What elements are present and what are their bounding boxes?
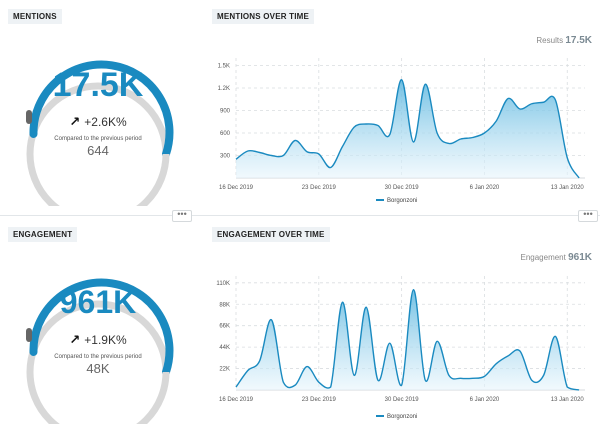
metric-value: 17.5K bbox=[565, 35, 592, 46]
x-tick-label: 13 Jan 2020 bbox=[551, 185, 585, 191]
legend-swatch bbox=[376, 415, 384, 418]
gauge-progress-arc bbox=[29, 278, 174, 376]
engagement-gauge bbox=[26, 278, 174, 424]
engagement-delta-text: +1.9K% bbox=[84, 333, 127, 347]
series-line bbox=[235, 79, 580, 179]
series-area bbox=[236, 79, 580, 178]
engagement-label: ENGAGEMENT bbox=[8, 227, 78, 242]
x-tick-label: 13 Jan 2020 bbox=[551, 397, 585, 403]
gauge-marker bbox=[26, 110, 32, 124]
y-tick-label: 900 bbox=[220, 109, 231, 115]
more-options-button[interactable]: ••• bbox=[172, 210, 192, 222]
legend-label: Borgonzoni bbox=[387, 414, 418, 420]
y-tick-label: 110K bbox=[216, 281, 230, 287]
arrow-up-right-icon: ↗ bbox=[69, 114, 81, 129]
x-tick-label: 30 Dec 2019 bbox=[385, 397, 420, 403]
mentions-label: MENTIONS bbox=[8, 9, 62, 24]
mentions-legend: Borgonzoni bbox=[376, 198, 417, 204]
row-divider bbox=[0, 215, 600, 216]
mentions-delta-text: +2.6K% bbox=[84, 115, 127, 129]
y-tick-label: 1.2K bbox=[218, 86, 230, 92]
x-tick-label: 23 Dec 2019 bbox=[302, 185, 337, 191]
series-line bbox=[235, 288, 580, 391]
x-tick-label: 16 Dec 2019 bbox=[219, 397, 254, 403]
mentions-value: 17.5K bbox=[52, 66, 144, 104]
x-tick-label: 6 Jan 2020 bbox=[470, 185, 500, 191]
engagement-value: 961K bbox=[59, 284, 137, 320]
engagement-metric-readout: Engagement 961K bbox=[470, 252, 592, 263]
legend-label: Borgonzoni bbox=[387, 198, 418, 204]
gauge-progress-arc bbox=[29, 60, 174, 158]
metric-name: Engagement bbox=[520, 253, 566, 262]
gauge-track-lower bbox=[26, 371, 170, 424]
mentions-compare-text: Compared to the previous period bbox=[54, 136, 142, 142]
gauge-track-lower bbox=[26, 153, 170, 206]
engagement-previous-value: 48K bbox=[86, 361, 110, 376]
gauge-marker bbox=[26, 328, 32, 342]
y-tick-label: 300 bbox=[220, 154, 231, 160]
more-options-button[interactable]: ••• bbox=[578, 210, 598, 222]
mentions-delta: ↗ +2.6K% bbox=[0, 114, 196, 130]
y-tick-label: 22K bbox=[219, 367, 230, 373]
engagement-over-time-label: ENGAGEMENT OVER TIME bbox=[212, 227, 330, 242]
arrow-up-right-icon: ↗ bbox=[69, 332, 81, 347]
y-tick-label: 88K bbox=[219, 302, 230, 308]
y-tick-label: 1.5K bbox=[218, 64, 230, 70]
mentions-previous-value: 644 bbox=[87, 143, 109, 158]
legend-swatch bbox=[376, 199, 384, 202]
engagement-over-time-chart: 22K 44K 66K 88K 110K 16 Dec 2019 23 Dec 2019 30… bbox=[216, 276, 585, 403]
mentions-gauge bbox=[26, 60, 174, 206]
y-tick-label: 66K bbox=[219, 324, 230, 330]
mentions-over-time-chart: 300 600 900 1.2K 1.5K 16 Dec 2019 23 Dec 2019 3… bbox=[218, 58, 585, 191]
x-tick-label: 23 Dec 2019 bbox=[302, 397, 337, 403]
metric-name: Results bbox=[536, 36, 564, 45]
x-tick-label: 6 Jan 2020 bbox=[470, 397, 500, 403]
x-tick-label: 30 Dec 2019 bbox=[385, 185, 420, 191]
mentions-metric-readout: Results 17.5K bbox=[480, 35, 592, 46]
engagement-compare-text: Compared to the previous period bbox=[54, 354, 142, 360]
engagement-delta: ↗ +1.9K% bbox=[0, 332, 196, 348]
y-tick-label: 44K bbox=[219, 345, 230, 351]
engagement-legend: Borgonzoni bbox=[376, 414, 417, 420]
y-tick-label: 600 bbox=[220, 131, 231, 137]
metric-value: 961K bbox=[568, 252, 592, 263]
x-tick-label: 16 Dec 2019 bbox=[219, 185, 254, 191]
mentions-over-time-label: MENTIONS OVER TIME bbox=[212, 9, 315, 24]
